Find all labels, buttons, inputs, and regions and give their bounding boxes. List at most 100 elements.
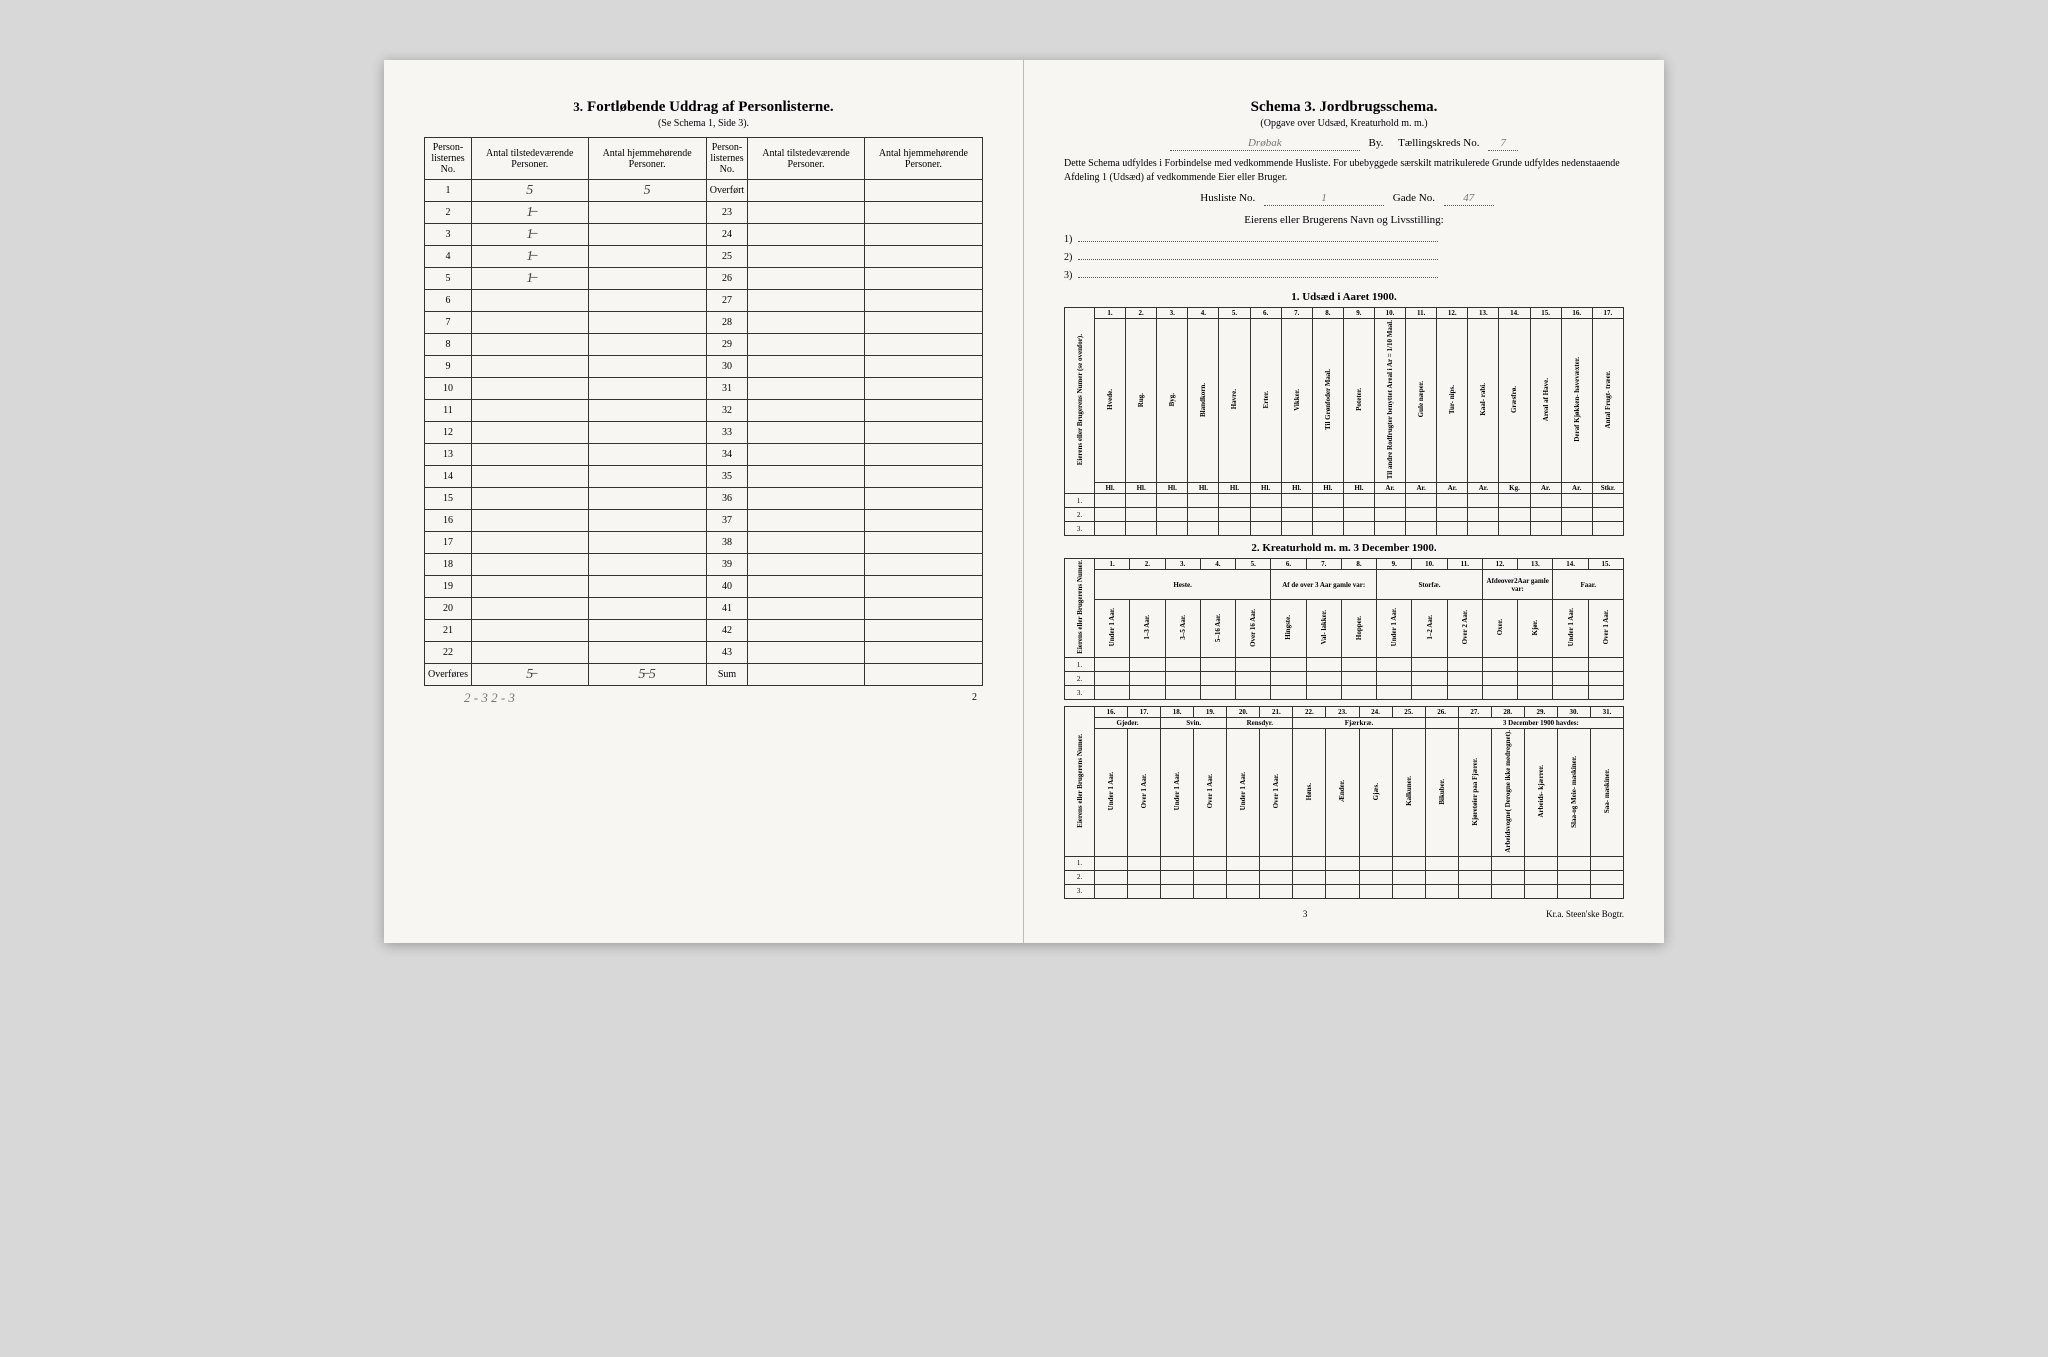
col-group: Storfæ. — [1377, 570, 1483, 600]
cell — [1306, 686, 1341, 700]
table-row: 9 30 — [425, 356, 983, 378]
col-num: 12. — [1437, 308, 1468, 319]
table-row: 3. — [1065, 686, 1624, 700]
col-num: 25. — [1392, 707, 1425, 718]
cell-a2 — [748, 532, 865, 554]
col-group: Afdeover2Aar gamle var: — [1482, 570, 1553, 600]
col-label: Bikuber. — [1425, 729, 1458, 857]
cell — [1447, 686, 1482, 700]
cell — [1468, 508, 1499, 522]
table-row: 2. — [1065, 508, 1624, 522]
cell — [1425, 856, 1458, 870]
cell — [1518, 686, 1553, 700]
table-row: 728 — [425, 312, 983, 334]
cell — [1236, 672, 1271, 686]
col-unit: Hl. — [1312, 483, 1343, 494]
cell — [1482, 672, 1517, 686]
cell — [1312, 508, 1343, 522]
row-num: 8 — [425, 334, 472, 356]
row-num-right: 38 — [706, 532, 747, 554]
col-label: Tur- nips. — [1437, 319, 1468, 483]
husliste-value: 1 — [1264, 192, 1384, 206]
row-num-right: 33 — [706, 422, 747, 444]
cell-b2 — [864, 378, 982, 400]
cell — [1095, 672, 1130, 686]
cell — [1250, 522, 1281, 536]
row-num: 9 — [425, 356, 472, 378]
cell — [1293, 856, 1326, 870]
table-row: 2. — [1065, 870, 1624, 884]
col-group: Af de over 3 Aar gamle var: — [1271, 570, 1377, 600]
row-num-right: 26 — [706, 268, 747, 290]
table-row: 1. — [1065, 658, 1624, 672]
eier-line: 3) — [1064, 266, 1624, 281]
cell — [1392, 884, 1425, 898]
col-label: Under 1 Aar. — [1377, 600, 1412, 658]
col-unit: Hl. — [1095, 483, 1126, 494]
col-label: 1–3 Aar. — [1130, 600, 1165, 658]
person-table: Person- listernes No. Antal tilstedevære… — [424, 137, 983, 686]
cell — [1227, 884, 1260, 898]
kreatur-table-b: Eierens eller Brugerens Numer.16.17.18.1… — [1064, 706, 1624, 899]
cell — [1126, 508, 1157, 522]
cell-b — [588, 510, 706, 532]
cell-b2 — [864, 422, 982, 444]
col-unit: Ar. — [1468, 483, 1499, 494]
col-num: 5. — [1219, 308, 1250, 319]
col-label: Under 1 Aar. — [1095, 600, 1130, 658]
cell-b — [588, 642, 706, 664]
row-num-right: 28 — [706, 312, 747, 334]
cell — [1227, 870, 1260, 884]
row-num-right: 35 — [706, 466, 747, 488]
cell — [1561, 508, 1592, 522]
cell-b2 — [864, 576, 982, 598]
cell — [1557, 856, 1590, 870]
eier-title: Eierens eller Brugerens Navn og Livsstil… — [1064, 214, 1624, 226]
cell — [1359, 856, 1392, 870]
table-row: 3. — [1065, 522, 1624, 536]
cell — [1530, 522, 1561, 536]
cell — [1530, 508, 1561, 522]
row-num-right: 23 — [706, 202, 747, 224]
cell — [1306, 658, 1341, 672]
row-num-right: 30 — [706, 356, 747, 378]
row-num-right: 32 — [706, 400, 747, 422]
cell-b2 — [864, 290, 982, 312]
row-num: 6 — [425, 290, 472, 312]
cell — [1343, 522, 1374, 536]
col-num: 2. — [1130, 559, 1165, 570]
col-num: 9. — [1377, 559, 1412, 570]
cell-b — [588, 532, 706, 554]
cell-b2 — [864, 554, 982, 576]
table-row: 2243 — [425, 642, 983, 664]
cell — [1482, 658, 1517, 672]
cell — [1561, 522, 1592, 536]
cell-a2 — [748, 290, 865, 312]
cell-b2 — [864, 180, 982, 202]
row-num: 19 — [425, 576, 472, 598]
cell — [1374, 508, 1405, 522]
row-num: 10 — [425, 378, 472, 400]
cell-a: 1̶ — [471, 268, 588, 290]
eier-field — [1078, 248, 1438, 260]
right-title: Schema 3. Jordbrugsschema. — [1064, 98, 1624, 116]
cell — [1343, 508, 1374, 522]
cell-a — [471, 356, 588, 378]
cell-b2 — [864, 334, 982, 356]
cell — [1157, 508, 1188, 522]
cell — [1130, 686, 1165, 700]
col-label: Saa- maskiner. — [1590, 729, 1623, 857]
col-group: Faar. — [1553, 570, 1624, 600]
overfores-label: Overføres — [425, 664, 472, 686]
eier-num: 2) — [1064, 252, 1078, 263]
cell-b2 — [864, 444, 982, 466]
cell-a: 5 — [471, 180, 588, 202]
col-num: 11. — [1406, 308, 1437, 319]
row-num: 20 — [425, 598, 472, 620]
col-label: Havre. — [1219, 319, 1250, 483]
table-row: 1233 — [425, 422, 983, 444]
cell — [1588, 686, 1623, 700]
cell-b — [588, 400, 706, 422]
cell — [1557, 870, 1590, 884]
col-unit: Hl. — [1343, 483, 1374, 494]
